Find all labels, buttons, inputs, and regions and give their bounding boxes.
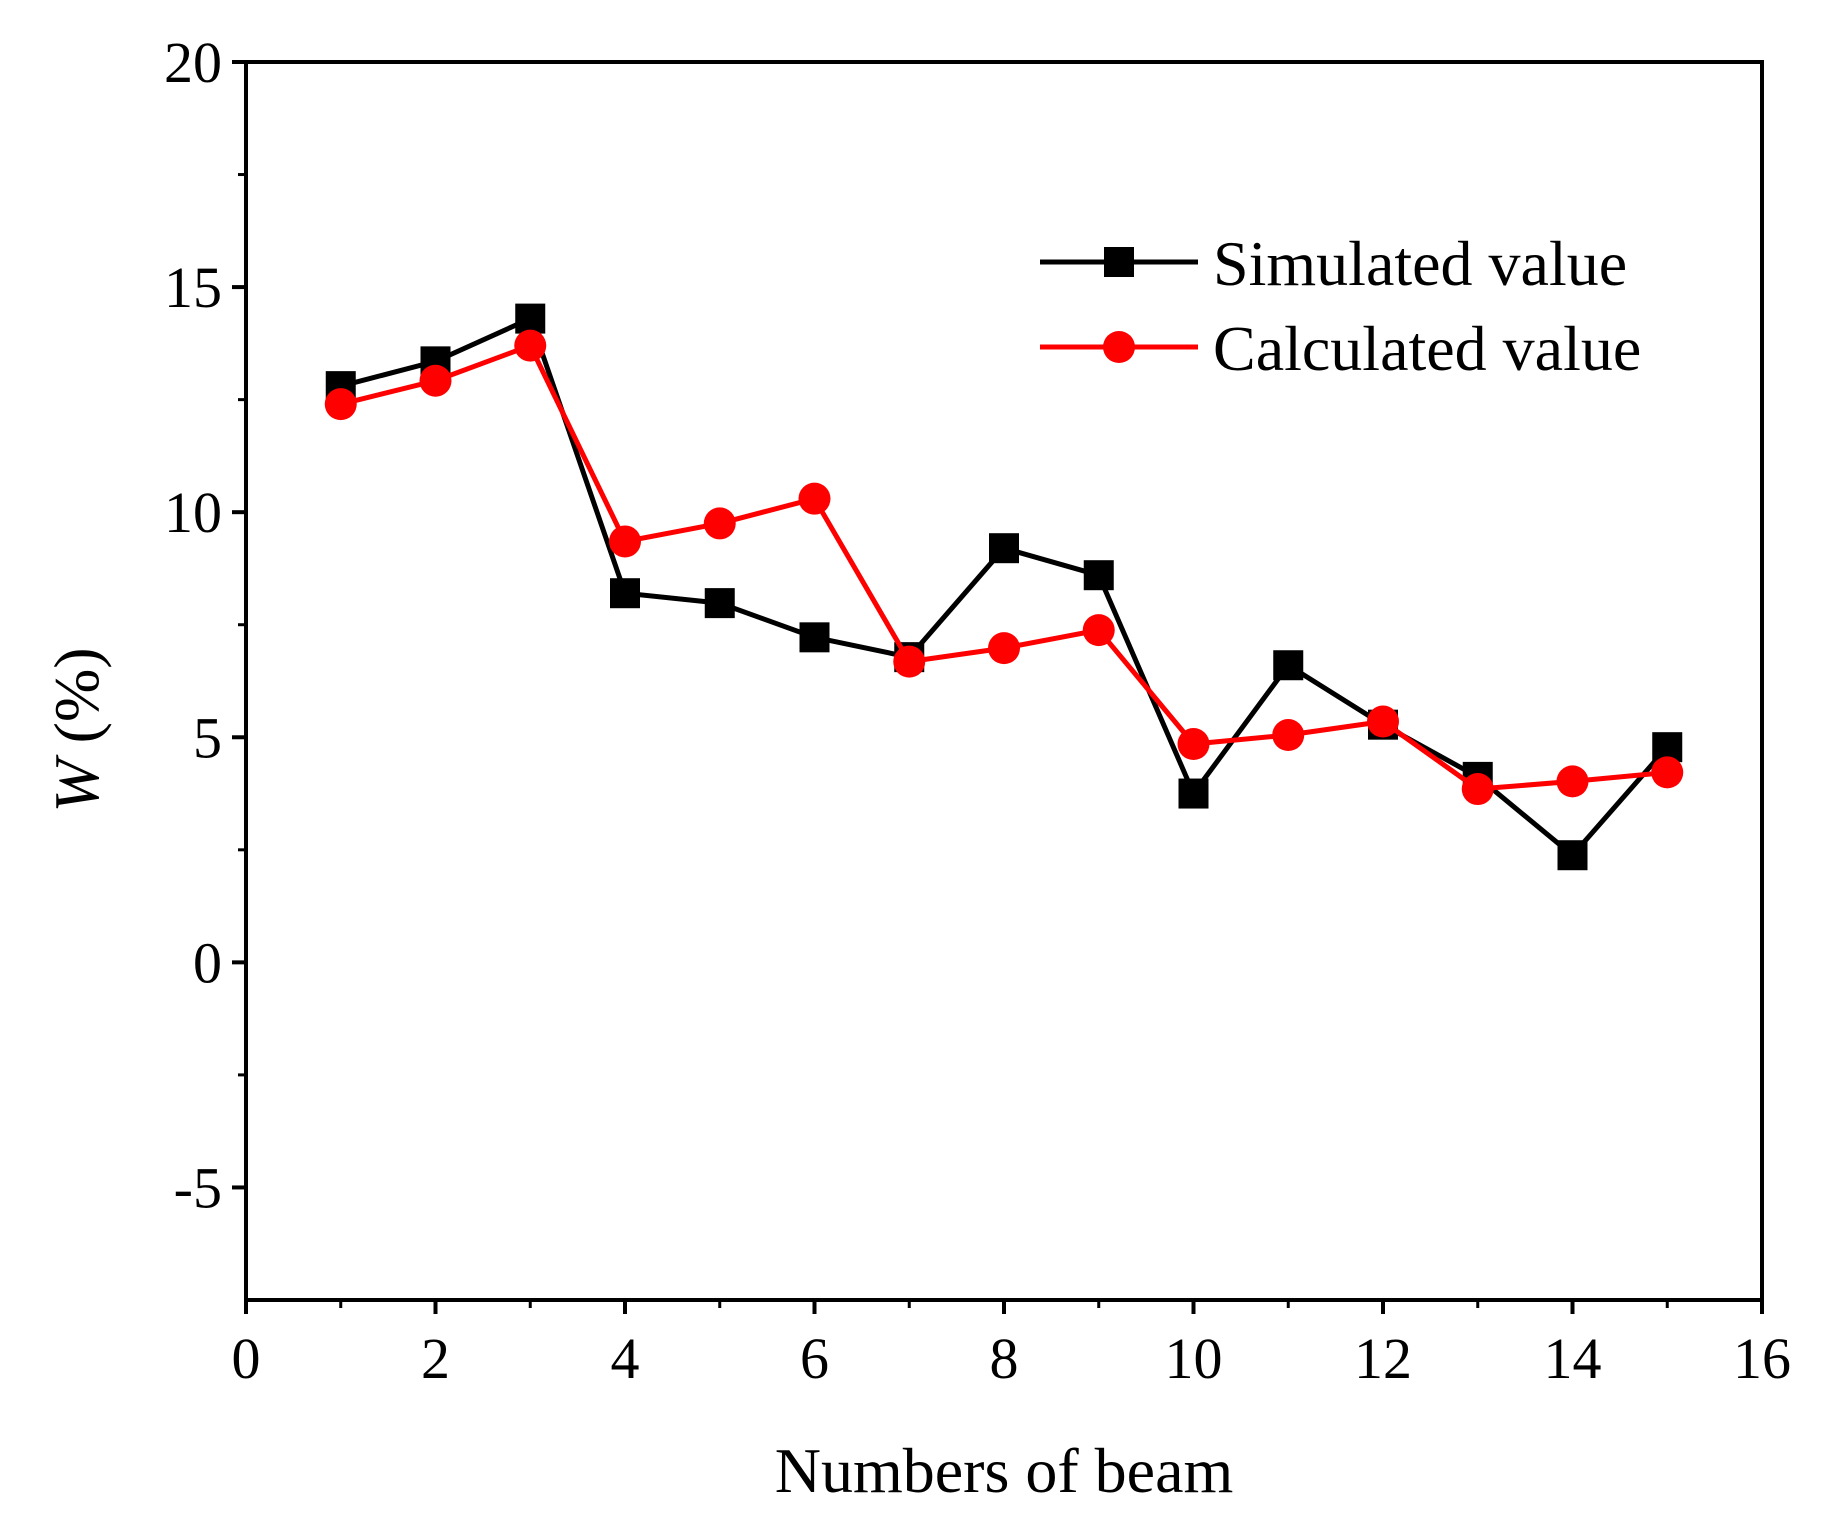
legend-label-simulated: Simulated value [1213, 228, 1627, 299]
data-point-calculated-value [1651, 756, 1684, 789]
x-tick-label: 6 [800, 1326, 829, 1391]
data-point-calculated-value [798, 482, 831, 515]
x-tick-label: 0 [232, 1326, 261, 1391]
x-tick-label: 8 [990, 1326, 1019, 1391]
data-point-calculated-value [419, 364, 452, 397]
data-point-calculated-value [1082, 614, 1115, 647]
y-tick-label: 20 [164, 30, 222, 95]
y-tick-label: 5 [193, 705, 222, 770]
legend-marker-simulated [1104, 247, 1134, 277]
axis-tick-labels: -5 0 5 10 15 20 0 2 4 6 8 10 12 14 16 [164, 30, 1791, 1391]
data-point-simulated-value [1557, 840, 1588, 871]
x-tick-label: 12 [1354, 1326, 1412, 1391]
data-point-calculated-value [703, 507, 736, 540]
y-tick-label: -5 [174, 1155, 222, 1220]
data-point-simulated-value [704, 588, 735, 619]
data-point-simulated-value [610, 578, 640, 609]
x-tick-label: 4 [611, 1326, 640, 1391]
x-tick-label: 10 [1165, 1326, 1223, 1391]
y-axis-title: W (%) [41, 647, 112, 812]
data-point-calculated-value [324, 388, 357, 421]
data-point-calculated-value [1556, 765, 1589, 798]
data-point-calculated-value [1367, 705, 1399, 738]
y-tick-label: 10 [164, 480, 222, 545]
data-point-simulated-value [799, 622, 830, 653]
x-axis-title: Numbers of beam [775, 1435, 1234, 1506]
y-tick-label: 0 [193, 930, 222, 995]
data-point-calculated-value [609, 525, 641, 558]
y-axis-variable: W [41, 754, 112, 813]
data-point-simulated-value [1273, 650, 1304, 681]
data-point-simulated-value [989, 533, 1019, 564]
data-point-calculated-value [988, 632, 1020, 665]
data-point-simulated-value [515, 303, 546, 334]
legend: Simulated value Calculated value [1040, 228, 1641, 384]
data-point-calculated-value [1272, 719, 1305, 752]
y-tick-label: 15 [164, 255, 222, 320]
data-point-calculated-value [514, 329, 547, 362]
series-layer [324, 303, 1684, 871]
data-point-simulated-value [1178, 778, 1209, 809]
x-tick-label: 14 [1544, 1326, 1602, 1391]
data-point-calculated-value [1177, 728, 1210, 761]
legend-marker-calculated [1103, 331, 1135, 363]
x-tick-label: 16 [1733, 1326, 1791, 1391]
legend-label-calculated: Calculated value [1213, 313, 1641, 384]
data-point-calculated-value [893, 645, 926, 678]
x-tick-label: 2 [421, 1326, 450, 1391]
data-point-calculated-value [1461, 773, 1494, 806]
plot-frame [244, 60, 1764, 1302]
y-axis-unit: (%) [41, 647, 112, 759]
data-point-simulated-value [1083, 560, 1114, 591]
